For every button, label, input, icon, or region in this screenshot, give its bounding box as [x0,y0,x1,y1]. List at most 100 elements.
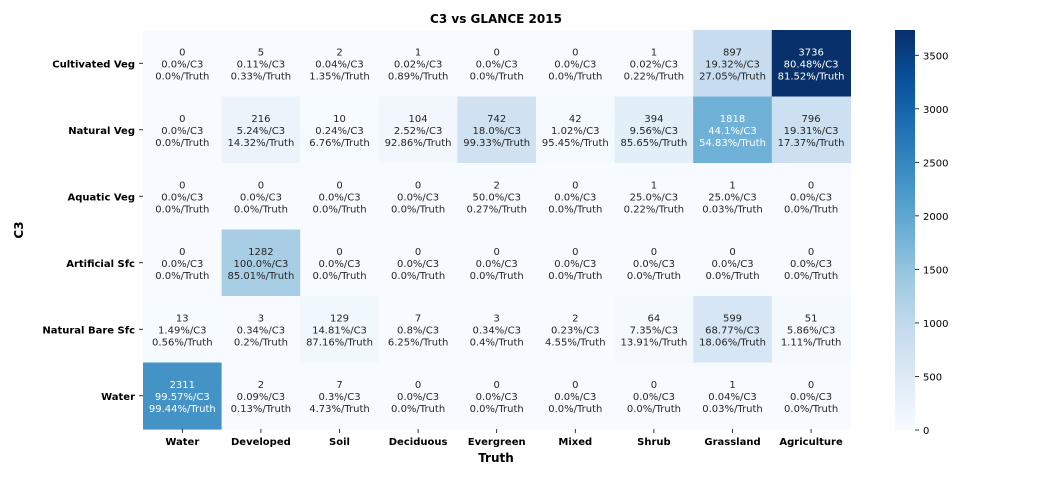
cell-pct-c3-label: 0.0%/C3 [161,192,203,203]
cell-pct-c3-label: 0.09%/C3 [237,392,285,403]
cell-pct-c3-label: 0.0%/C3 [554,192,596,203]
cell-pct-truth-label: 0.0%/Truth [155,71,209,82]
cell-pct-c3-label: 50.0%/C3 [472,192,520,203]
cell-pct-truth-label: 0.0%/Truth [548,271,602,282]
heatmap-cell [221,96,301,164]
heatmap-cell [300,296,380,364]
heatmap-cell [221,362,301,430]
cell-count-label: 0 [415,180,421,191]
cell-count-label: 0 [258,180,264,191]
heatmap-cell [378,30,458,98]
cell-pct-truth-label: 1.11%/Truth [781,337,841,348]
cell-count-label: 1 [729,380,735,391]
heatmap-cell [536,163,616,231]
cell-pct-truth-label: 1.35%/Truth [309,71,369,82]
cell-count-label: 0 [651,380,657,391]
cell-pct-c3-label: 19.31%/C3 [784,126,839,137]
cell-pct-truth-label: 0.13%/Truth [231,404,291,415]
cell-pct-c3-label: 9.56%/C3 [630,126,678,137]
heatmap-cell [378,163,458,231]
cell-pct-c3-label: 0.0%/C3 [161,59,203,70]
cell-count-label: 796 [802,114,821,125]
heatmap-cell [693,296,773,364]
heatmap-cell [536,30,616,98]
x-axis-label: Truth [478,451,514,465]
y-tick-label: Natural Bare Sfc [42,325,135,336]
cell-pct-truth-label: 0.22%/Truth [624,204,684,215]
heatmap-cell [457,163,537,231]
cell-count-label: 3 [494,313,500,324]
colorbar-tick-label: 1000 [923,319,948,330]
x-tick-labels: Water Developed Soil Deciduous Evergreen Mixe… [165,429,843,448]
y-tick-label: Cultivated Veg [52,59,135,70]
cell-pct-c3-label: 0.24%/C3 [315,126,363,137]
cell-pct-truth-label: 0.0%/Truth [391,404,445,415]
cell-count-label: 0 [729,247,735,258]
cell-pct-truth-label: 0.22%/Truth [624,71,684,82]
cell-pct-c3-label: 0.04%/C3 [708,392,756,403]
cell-count-label: 0 [336,247,342,258]
heatmap-cell [378,96,458,164]
cell-pct-truth-label: 95.45%/Truth [542,138,609,149]
heatmap-cell [614,229,694,297]
heatmap-cell [457,362,537,430]
cell-count-label: 0 [808,180,814,191]
chart-title: C3 vs GLANCE 2015 [430,12,562,26]
y-tick-labels: Cultivated Veg Natural Veg Aquatic Veg Arti… [42,59,143,403]
cell-pct-truth-label: 0.4%/Truth [470,337,524,348]
cell-pct-c3-label: 0.23%/C3 [551,325,599,336]
cell-pct-truth-label: 54.83%/Truth [699,138,766,149]
cell-count-label: 7 [336,380,342,391]
cell-count-label: 2 [572,313,578,324]
heatmap-cell [771,362,851,430]
cell-pct-c3-label: 5.24%/C3 [237,126,285,137]
cell-pct-truth-label: 0.0%/Truth [784,404,838,415]
cell-pct-c3-label: 99.57%/C3 [155,392,210,403]
cell-count-label: 0 [494,247,500,258]
x-tick-label: Water [165,437,199,448]
cell-count-label: 64 [648,313,661,324]
cell-pct-c3-label: 25.0%/C3 [708,192,756,203]
cell-count-label: 897 [723,47,742,58]
cell-pct-truth-label: 0.0%/Truth [155,271,209,282]
heatmap-cell [143,362,223,430]
cell-pct-truth-label: 0.0%/Truth [548,404,602,415]
cell-pct-truth-label: 6.25%/Truth [388,337,448,348]
heatmap-cell [771,30,851,98]
cell-pct-c3-label: 1.02%/C3 [551,126,599,137]
heatmap-cell [614,30,694,98]
cell-pct-truth-label: 0.0%/Truth [627,271,681,282]
cell-count-label: 2 [258,380,264,391]
colorbar-ticks: 0 500 1000 1500 2000 2500 3000 3500 [915,51,948,437]
cell-pct-c3-label: 0.0%/C3 [633,259,675,270]
cell-count-label: 0 [179,247,185,258]
y-tick-label: Natural Veg [68,126,135,137]
cell-pct-c3-label: 0.34%/C3 [472,325,520,336]
cell-pct-c3-label: 0.0%/C3 [318,192,360,203]
x-tick-label: Deciduous [389,437,448,448]
cell-pct-truth-label: 0.0%/Truth [784,204,838,215]
cell-pct-c3-label: 80.48%/C3 [784,59,839,70]
cell-count-label: 0 [494,47,500,58]
cell-pct-truth-label: 0.0%/Truth [548,71,602,82]
cell-count-label: 104 [409,114,428,125]
heatmap-cell [221,30,301,98]
cell-pct-c3-label: 7.35%/C3 [630,325,678,336]
cell-pct-c3-label: 0.0%/C3 [397,259,439,270]
cell-count-label: 0 [808,380,814,391]
heatmap-cell [693,96,773,164]
cell-pct-truth-label: 0.33%/Truth [231,71,291,82]
heatmap-cell [143,30,223,98]
cell-count-label: 1 [651,180,657,191]
cell-count-label: 10 [333,114,346,125]
cell-pct-c3-label: 0.0%/C3 [554,59,596,70]
y-tick-label: Aquatic Veg [67,192,135,203]
heatmap-cell [221,296,301,364]
x-tick-label: Soil [329,437,350,448]
cell-count-label: 394 [644,114,663,125]
heatmap-cell [693,163,773,231]
cell-pct-truth-label: 0.56%/Truth [152,337,212,348]
cell-count-label: 1 [729,180,735,191]
cell-count-label: 0 [415,247,421,258]
